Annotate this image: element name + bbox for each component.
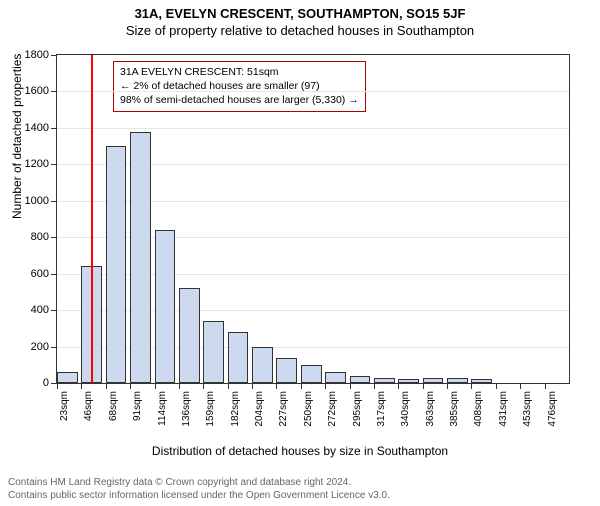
histogram-bar (447, 378, 468, 383)
x-tick (545, 383, 546, 389)
footer: Contains HM Land Registry data © Crown c… (8, 476, 390, 502)
page-title: 31A, EVELYN CRESCENT, SOUTHAMPTON, SO15 … (0, 6, 600, 21)
x-tick-label: 159sqm (205, 391, 216, 427)
y-tick-label: 200 (31, 341, 49, 353)
x-tick-label: 340sqm (400, 391, 411, 427)
histogram-bar (179, 288, 200, 383)
x-tick (301, 383, 302, 389)
histogram-bar (301, 365, 322, 383)
page-subtitle: Size of property relative to detached ho… (0, 23, 600, 38)
y-tick-label: 0 (43, 377, 49, 389)
x-tick (471, 383, 472, 389)
y-tick (51, 274, 57, 275)
x-tick-label: 114sqm (157, 391, 168, 426)
x-tick-label: 136sqm (181, 391, 192, 427)
chart-container: 31A, EVELYN CRESCENT, SOUTHAMPTON, SO15 … (0, 6, 600, 506)
y-tick-label: 400 (31, 304, 49, 316)
y-tick-label: 1400 (25, 122, 49, 134)
x-tick-label: 272sqm (327, 391, 338, 427)
y-tick-label: 1800 (25, 49, 49, 61)
histogram-bar (350, 376, 371, 383)
x-tick-label: 295sqm (352, 391, 363, 427)
y-tick (51, 91, 57, 92)
plot-area: 31A EVELYN CRESCENT: 51sqm ← 2% of detac… (56, 54, 570, 384)
x-tick-label: 431sqm (498, 391, 509, 427)
x-tick-label: 182sqm (230, 391, 241, 427)
y-tick (51, 55, 57, 56)
x-tick-label: 453sqm (522, 391, 533, 427)
info-line-3: 98% of semi-detached houses are larger (… (120, 93, 359, 107)
x-tick (179, 383, 180, 389)
x-tick (447, 383, 448, 389)
y-tick-label: 1000 (25, 195, 49, 207)
histogram-bar (252, 347, 273, 383)
y-tick (51, 164, 57, 165)
x-tick (398, 383, 399, 389)
histogram-bar (155, 230, 176, 383)
y-tick (51, 347, 57, 348)
y-tick-label: 1600 (25, 85, 49, 97)
x-tick (81, 383, 82, 389)
histogram-bar (276, 358, 297, 384)
x-tick-label: 385sqm (449, 391, 460, 427)
x-tick (423, 383, 424, 389)
y-tick (51, 128, 57, 129)
histogram-bar (57, 372, 78, 383)
x-tick (496, 383, 497, 389)
x-tick (106, 383, 107, 389)
footer-line-1: Contains HM Land Registry data © Crown c… (8, 476, 390, 489)
x-tick-label: 23sqm (59, 391, 70, 421)
info-line-1: 31A EVELYN CRESCENT: 51sqm (120, 65, 359, 79)
histogram-bar (471, 379, 492, 383)
x-tick (57, 383, 58, 389)
x-tick-label: 317sqm (376, 391, 387, 427)
x-tick (276, 383, 277, 389)
x-tick-label: 204sqm (254, 391, 265, 427)
y-axis-label: Number of detached properties (10, 54, 24, 219)
y-tick-label: 1200 (25, 158, 49, 170)
histogram-bar (130, 132, 151, 383)
x-tick-label: 363sqm (425, 391, 436, 427)
x-tick (130, 383, 131, 389)
x-tick (203, 383, 204, 389)
marker-line (91, 55, 93, 383)
x-tick (520, 383, 521, 389)
x-tick-label: 408sqm (473, 391, 484, 427)
x-tick (325, 383, 326, 389)
x-tick (155, 383, 156, 389)
histogram-bar (398, 379, 419, 383)
footer-line-2: Contains public sector information licen… (8, 489, 390, 502)
x-tick-label: 476sqm (547, 391, 558, 427)
x-tick-label: 250sqm (303, 391, 314, 427)
gridline (57, 128, 569, 129)
x-tick (252, 383, 253, 389)
x-axis-label: Distribution of detached houses by size … (0, 444, 600, 458)
histogram-bar (228, 332, 249, 383)
x-tick (350, 383, 351, 389)
histogram-bar (374, 378, 395, 383)
x-tick (228, 383, 229, 389)
x-tick-label: 46sqm (83, 391, 94, 421)
x-tick-label: 68sqm (108, 391, 119, 421)
histogram-bar (203, 321, 224, 383)
y-tick (51, 310, 57, 311)
y-tick-label: 800 (31, 231, 49, 243)
y-tick (51, 237, 57, 238)
info-box: 31A EVELYN CRESCENT: 51sqm ← 2% of detac… (113, 61, 366, 112)
histogram-bar (106, 146, 127, 383)
x-tick-label: 227sqm (278, 391, 289, 427)
y-tick-label: 600 (31, 268, 49, 280)
x-tick (374, 383, 375, 389)
x-tick-label: 91sqm (132, 391, 143, 421)
histogram-bar (325, 372, 346, 383)
histogram-bar (423, 378, 444, 383)
y-tick (51, 201, 57, 202)
gridline (57, 91, 569, 92)
